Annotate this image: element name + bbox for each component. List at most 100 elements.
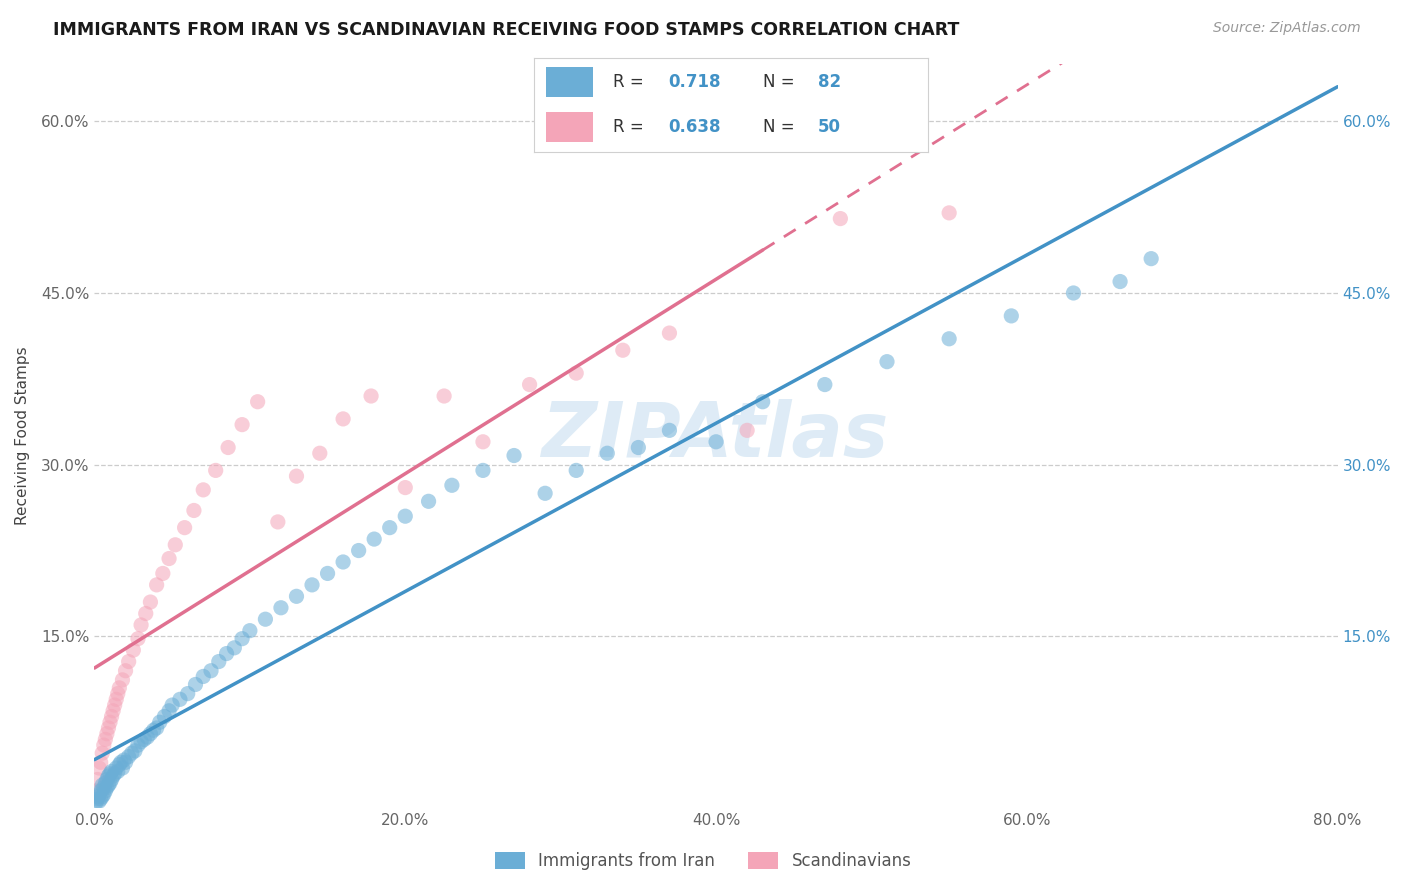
Text: 0.638: 0.638 [668,119,721,136]
Point [100,764,122,779]
Point [152,566,174,581]
Point [111,673,134,687]
Point [118,655,141,669]
Point [90,756,112,770]
Point [184,677,207,691]
Text: ZIPAtlas: ZIPAtlas [543,399,890,473]
Point [565,463,588,477]
Legend: Immigrants from Iran, Scandinavians: Immigrants from Iran, Scandinavians [488,845,918,877]
Point [751,394,773,409]
Point [89,761,111,775]
Point [519,377,541,392]
Point [118,749,141,764]
Point [94,776,117,790]
Point [111,761,134,775]
Point [332,412,354,426]
Point [472,434,495,449]
Point [105,692,128,706]
Point [107,764,129,779]
Point [153,709,176,723]
Point [938,332,960,346]
Point [91,746,114,760]
Point [394,481,416,495]
Point [89,788,111,802]
Point [215,647,238,661]
Point [108,681,131,695]
Text: 82: 82 [818,73,841,91]
Point [627,441,650,455]
Point [1109,275,1132,289]
Point [100,709,122,723]
Point [93,738,115,752]
Point [239,624,262,638]
Point [127,738,149,752]
Point [565,366,588,380]
Point [89,794,111,808]
Point [145,721,167,735]
Text: 50: 50 [818,119,841,136]
Point [735,423,758,437]
Point [316,566,339,581]
Text: N =: N = [762,73,800,91]
Point [360,389,382,403]
Point [301,578,323,592]
Point [285,469,308,483]
Point [472,463,495,477]
Point [231,632,253,646]
Point [121,746,143,760]
Point [104,766,127,780]
Point [110,756,132,770]
Point [86,772,108,787]
Point [938,206,960,220]
Point [139,727,162,741]
Point [165,538,187,552]
Point [270,600,292,615]
Point [254,612,277,626]
Point [97,769,120,783]
Point [101,769,124,783]
Point [1140,252,1163,266]
Point [285,590,308,604]
Point [108,757,131,772]
Text: R =: R = [613,73,650,91]
Point [830,211,852,226]
Point [876,354,898,368]
Point [129,618,152,632]
Point [177,687,200,701]
Point [440,478,463,492]
Point [127,632,149,646]
Point [246,394,269,409]
Point [96,780,118,795]
Text: R =: R = [613,119,650,136]
Point [418,494,440,508]
Point [534,486,557,500]
Point [96,727,118,741]
Point [142,723,165,738]
Point [503,449,526,463]
Point [224,640,246,655]
Point [93,788,115,802]
Point [84,784,107,798]
Text: Source: ZipAtlas.com: Source: ZipAtlas.com [1213,21,1361,36]
Point [433,389,456,403]
Point [193,669,215,683]
Point [86,792,108,806]
Point [160,698,183,712]
Point [658,423,681,437]
Point [98,766,121,780]
Point [183,503,205,517]
Point [231,417,253,432]
Point [91,789,114,804]
Point [193,483,215,497]
Point [98,776,121,790]
Point [114,664,136,678]
Point [157,551,180,566]
Point [363,532,385,546]
Point [136,730,159,744]
Point [332,555,354,569]
Point [157,704,180,718]
Text: N =: N = [762,119,800,136]
Point [347,543,370,558]
Y-axis label: Receiving Food Stamps: Receiving Food Stamps [15,347,30,525]
Point [97,721,120,735]
